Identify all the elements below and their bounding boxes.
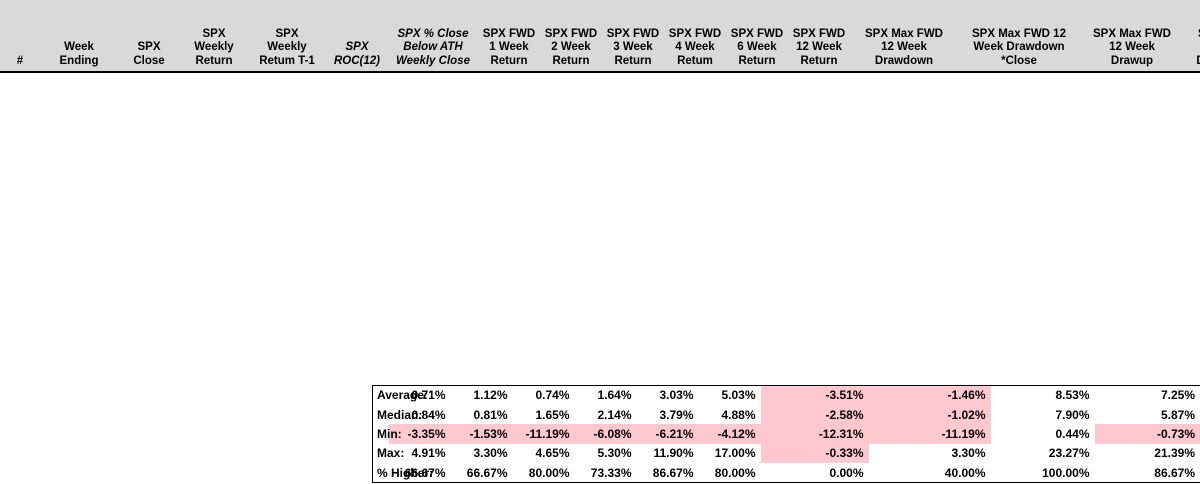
summary-table: Average:0.71%1.12%0.74%1.64%3.03%5.03%-3… [372, 385, 1200, 483]
column-header-fwd6: SPX FWD 6 Week Return [726, 0, 788, 73]
table-header: # Week Ending SPX Close SPX Weekly Return SPX Wee… [0, 0, 1200, 73]
summary-cell-fwd1: 0.84% [388, 404, 451, 425]
summary-cell-fwd2: -1.53% [450, 424, 513, 444]
summary-row: Average:0.71%1.12%0.74%1.64%3.03%5.03%-3… [372, 385, 1200, 405]
column-header-fwd4: SPX FWD 4 Week Retum [664, 0, 726, 73]
summary-cell-mdd12: -0.33% [760, 443, 869, 464]
summary-cell-mdd12: -2.58% [760, 404, 869, 425]
column-header-fwd12: SPX FWD 12 Week Return [788, 0, 850, 73]
summary-cell-fwd2: 1.12% [450, 385, 513, 405]
column-header-fwd2: SPX FWD 2 Week Return [540, 0, 602, 73]
summary-row: % Higher:66.67%66.67%80.00%73.33%86.67%8… [372, 463, 1200, 483]
summary-cell-fwd6: 86.67% [636, 463, 699, 483]
summary-cell-fwd12: 4.88% [698, 404, 761, 425]
summary-cell-mdu12c: 5.87% [1094, 404, 1200, 425]
spx-weekly-return-table: # Week Ending SPX Close SPX Weekly Return SPX Wee… [0, 0, 1200, 73]
summary-label: Average: [372, 385, 428, 405]
summary-statistics-panel: Average:0.71%1.12%0.74%1.64%3.03%5.03%-3… [372, 385, 1200, 483]
summary-label: % Higher: [372, 463, 433, 483]
summary-cell-mdu12c: 7.25% [1094, 385, 1200, 405]
summary-cell-fwd4: -6.08% [574, 424, 637, 444]
summary-cell-mdd12: -12.31% [760, 424, 869, 444]
summary-cell-mdu12: 7.90% [990, 404, 1095, 425]
column-header-wk_ret: SPX Weekly Return [180, 0, 248, 73]
summary-cell-mdu12: 100.00% [990, 463, 1095, 483]
column-header-mdd12: SPX Max FWD 12 Week Drawdown [850, 0, 958, 73]
summary-cell-mdd12c: 3.30% [868, 443, 991, 464]
summary-cell-fwd3: -11.19% [512, 424, 575, 444]
summary-cell-mdd12c: -1.02% [868, 404, 991, 425]
column-header-idx: # [0, 0, 40, 73]
summary-cell-fwd3: 1.65% [512, 404, 575, 425]
column-header-fwd3: SPX FWD 3 Week Return [602, 0, 664, 73]
summary-cell-fwd3: 4.65% [512, 443, 575, 464]
summary-row: Median:0.84%0.81%1.65%2.14%3.79%4.88%-2.… [372, 404, 1200, 425]
column-header-wk_ret_t1: SPX Weekly Retum T-1 [248, 0, 326, 73]
column-header-mdd12c: SPX Max FWD 12 Week Drawdown *Close [958, 0, 1080, 73]
summary-cell-mdd12: -3.51% [760, 385, 869, 405]
column-header-mdu12: SPX Max FWD 12 Week Drawup [1080, 0, 1184, 73]
summary-cell-fwd4: 5.30% [574, 443, 637, 464]
summary-cell-fwd6: 11.90% [636, 443, 699, 464]
summary-cell-mdu12c: -0.73% [1094, 424, 1200, 444]
column-header-close: SPX Close [118, 0, 180, 73]
summary-label: Median: [372, 404, 422, 425]
summary-cell-mdu12: 8.53% [990, 385, 1095, 405]
summary-cell-mdu12c: 21.39% [1094, 443, 1200, 464]
summary-cell-fwd2: 0.81% [450, 404, 513, 425]
column-header-below_ath: SPX % Close Below ATH Weekly Close [388, 0, 478, 73]
summary-cell-fwd4: 2.14% [574, 404, 637, 425]
header-row: # Week Ending SPX Close SPX Weekly Return SPX Wee… [0, 0, 1200, 73]
summary-cell-fwd4: 1.64% [574, 385, 637, 405]
summary-cell-mdd12c: -1.46% [868, 385, 991, 405]
summary-cell-fwd12: 5.03% [698, 385, 761, 405]
summary-cell-fwd2: 66.67% [450, 463, 513, 483]
column-header-week_end: Week Ending [40, 0, 118, 73]
summary-cell-fwd4: 73.33% [574, 463, 637, 483]
summary-row: Min: -3.35% -1.53% -11.19% -6.08% -6.21% -4.12… [372, 424, 1200, 444]
summary-cell-fwd1: 66.67% [388, 463, 451, 483]
summary-cell-mdu12: 23.27% [990, 443, 1095, 464]
summary-cell-fwd3: 80.00% [512, 463, 575, 483]
summary-cell-mdd12c: -11.19% [868, 424, 991, 444]
summary-cell-fwd6: 3.79% [636, 404, 699, 425]
summary-cell-fwd12: 80.00% [698, 463, 761, 483]
summary-cell-mdd12: 0.00% [760, 463, 869, 483]
column-header-fwd1: SPX FWD 1 Week Return [478, 0, 540, 73]
summary-label: Min: [372, 424, 402, 444]
summary-cell-mdu12c: 86.67% [1094, 463, 1200, 483]
summary-cell-fwd1: -3.35% [388, 424, 451, 444]
summary-cell-fwd3: 0.74% [512, 385, 575, 405]
summary-cell-fwd1: 0.71% [388, 385, 451, 405]
summary-cell-fwd6: 3.03% [636, 385, 699, 405]
summary-cell-fwd12: 17.00% [698, 443, 761, 464]
summary-cell-fwd6: -6.21% [636, 424, 699, 444]
summary-cell-fwd12: -4.12% [698, 424, 761, 444]
summary-cell-fwd1: 4.91% [388, 443, 451, 464]
summary-row: Max: 4.91% 3.30% 4.65% 5.30% 11.90% 17.00% -0.3… [372, 443, 1200, 464]
summary-cell-fwd2: 3.30% [450, 443, 513, 464]
column-header-roc12: SPX ROC(12) [326, 0, 388, 73]
summary-cell-mdu12: 0.44% [990, 424, 1095, 444]
summary-label: Max: [372, 443, 404, 464]
summary-cell-mdd12c: 40.00% [868, 463, 991, 483]
